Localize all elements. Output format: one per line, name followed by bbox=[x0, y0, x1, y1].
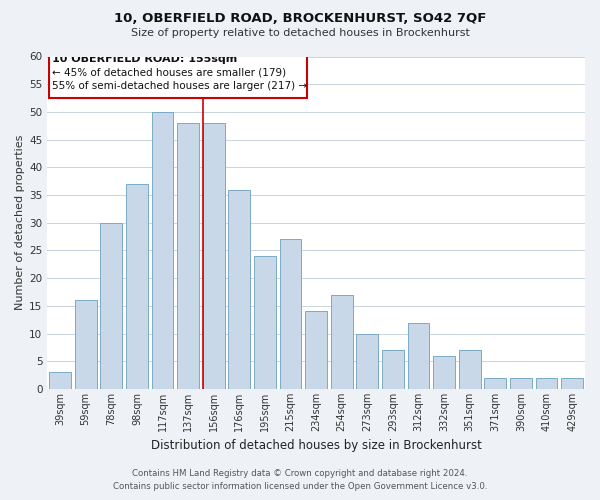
Bar bbox=[382, 350, 404, 389]
Bar bbox=[433, 356, 455, 389]
Bar bbox=[305, 312, 327, 389]
Bar bbox=[510, 378, 532, 389]
Bar bbox=[280, 240, 301, 389]
Bar bbox=[356, 334, 378, 389]
Bar bbox=[254, 256, 276, 389]
Bar bbox=[152, 112, 173, 389]
Text: Size of property relative to detached houses in Brockenhurst: Size of property relative to detached ho… bbox=[131, 28, 469, 38]
Bar bbox=[484, 378, 506, 389]
Bar bbox=[203, 123, 224, 389]
Bar bbox=[126, 184, 148, 389]
Bar bbox=[331, 295, 353, 389]
Text: Contains HM Land Registry data © Crown copyright and database right 2024.
Contai: Contains HM Land Registry data © Crown c… bbox=[113, 470, 487, 491]
Bar bbox=[459, 350, 481, 389]
X-axis label: Distribution of detached houses by size in Brockenhurst: Distribution of detached houses by size … bbox=[151, 440, 482, 452]
Text: 10 OBERFIELD ROAD: 155sqm: 10 OBERFIELD ROAD: 155sqm bbox=[52, 54, 238, 64]
Bar bbox=[100, 223, 122, 389]
Text: 55% of semi-detached houses are larger (217) →: 55% of semi-detached houses are larger (… bbox=[52, 82, 308, 92]
Bar bbox=[407, 322, 430, 389]
Bar bbox=[536, 378, 557, 389]
Bar bbox=[177, 123, 199, 389]
FancyBboxPatch shape bbox=[49, 46, 307, 98]
Y-axis label: Number of detached properties: Number of detached properties bbox=[15, 135, 25, 310]
Bar bbox=[562, 378, 583, 389]
Text: ← 45% of detached houses are smaller (179): ← 45% of detached houses are smaller (17… bbox=[52, 68, 287, 78]
Text: 10, OBERFIELD ROAD, BROCKENHURST, SO42 7QF: 10, OBERFIELD ROAD, BROCKENHURST, SO42 7… bbox=[114, 12, 486, 26]
Bar bbox=[75, 300, 97, 389]
Bar bbox=[49, 372, 71, 389]
Bar bbox=[229, 190, 250, 389]
